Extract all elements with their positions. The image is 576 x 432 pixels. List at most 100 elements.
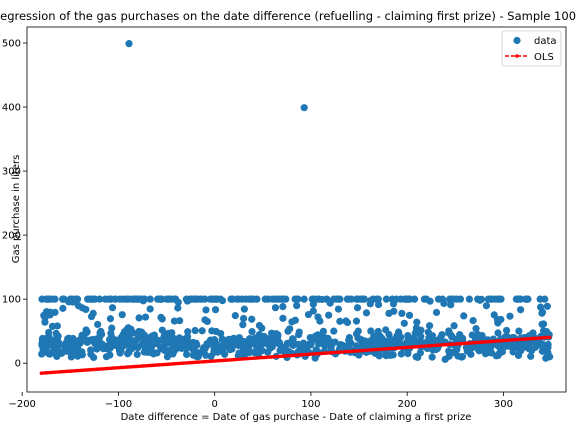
data-point [240, 305, 248, 313]
data-point [111, 295, 120, 303]
data-point [291, 295, 299, 303]
data-point [53, 337, 62, 345]
data-point [394, 328, 403, 336]
data-point [66, 295, 74, 303]
data-point [451, 349, 459, 357]
data-point [231, 312, 239, 320]
data-point [445, 352, 453, 360]
data-point [97, 327, 105, 335]
data-point [96, 295, 104, 303]
data-point [255, 321, 264, 330]
data-point [118, 311, 126, 319]
data-point [309, 307, 317, 315]
data-point [139, 341, 147, 349]
data-point [143, 334, 151, 342]
data-point [450, 322, 458, 330]
data-point [518, 344, 527, 352]
data-point [167, 349, 175, 358]
data-point [374, 295, 382, 303]
data-point [481, 350, 490, 358]
data-point [82, 326, 90, 334]
data-point [353, 304, 362, 312]
data-point [460, 312, 468, 320]
data-point [294, 340, 302, 348]
data-point [434, 295, 443, 303]
data-point [502, 326, 511, 335]
data-point [61, 346, 69, 354]
scatter-points [38, 40, 554, 363]
data-point [203, 317, 211, 326]
data-point [424, 328, 432, 336]
data-point [392, 295, 401, 303]
data-point [536, 295, 544, 303]
data-point [227, 295, 235, 303]
data-point [334, 305, 343, 313]
data-point [170, 317, 178, 325]
data-point [295, 328, 303, 336]
data-point [288, 318, 296, 326]
data-point [138, 328, 146, 336]
data-point [321, 342, 329, 350]
data-point [191, 326, 199, 335]
data-point [293, 302, 301, 310]
data-point [161, 336, 169, 344]
data-point [139, 297, 147, 305]
data-point [89, 295, 97, 303]
data-point [71, 342, 79, 351]
data-point [256, 337, 264, 345]
data-point [347, 295, 355, 303]
data-point [517, 306, 525, 314]
data-point [425, 322, 434, 330]
data-point [38, 334, 47, 343]
data-point [146, 295, 154, 303]
data-point [279, 303, 287, 311]
data-point [506, 312, 514, 320]
data-point [106, 344, 114, 352]
data-point [183, 350, 191, 359]
data-point [78, 331, 86, 339]
legend-data-label: data [534, 36, 557, 47]
data-point [515, 327, 523, 335]
data-point [413, 318, 421, 326]
x-tick-label: 300 [494, 399, 513, 410]
data-point [385, 330, 393, 339]
data-point [89, 309, 97, 317]
data-point [432, 308, 441, 317]
data-point [468, 331, 476, 339]
y-tick-label: 300 [2, 167, 21, 178]
data-point [374, 300, 383, 309]
data-point [111, 336, 119, 344]
data-point [74, 302, 83, 310]
data-point [359, 295, 367, 303]
data-point [544, 340, 552, 349]
data-point [355, 351, 363, 359]
data-point [122, 295, 131, 303]
data-point [404, 332, 412, 340]
data-point [176, 317, 184, 325]
data-point [333, 295, 341, 303]
data-point [222, 341, 231, 349]
plot-frame [26, 26, 567, 393]
data-point [420, 295, 428, 303]
data-point [87, 350, 95, 358]
data-point [343, 318, 352, 327]
data-point [286, 325, 294, 333]
data-point [45, 328, 53, 337]
data-point [140, 348, 148, 356]
data-point [155, 295, 163, 303]
data-point [336, 317, 344, 325]
data-point [372, 336, 380, 344]
data-point [330, 327, 338, 335]
ols-line [39, 335, 552, 375]
data-point [487, 343, 495, 352]
data-point [184, 328, 192, 336]
data-point [153, 349, 161, 357]
data-point [482, 302, 491, 310]
x-tick-label: 100 [301, 399, 320, 410]
data-point [198, 327, 206, 335]
data-point [174, 298, 182, 306]
data-point [207, 336, 215, 344]
y-tick-label: 500 [2, 39, 21, 50]
data-point [522, 295, 531, 303]
